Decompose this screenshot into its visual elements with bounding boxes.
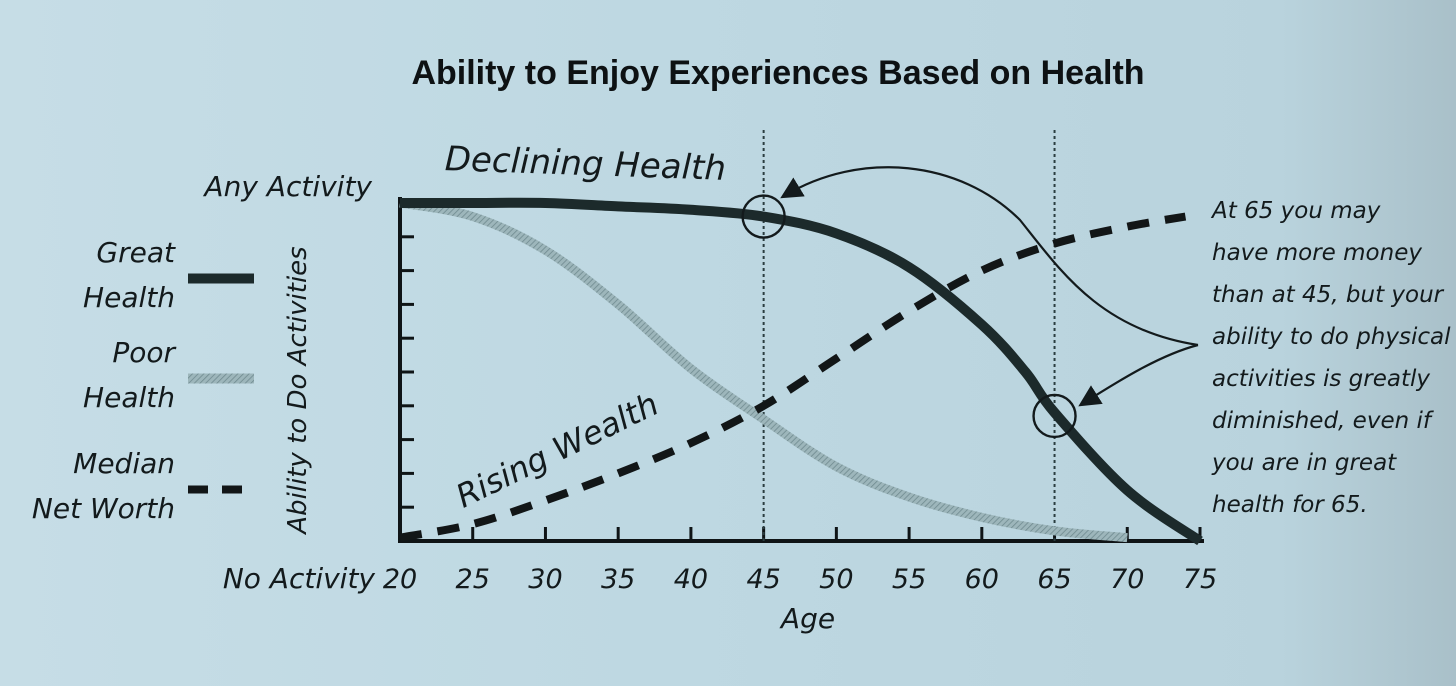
note-line-6: diminished, even if [1212, 408, 1434, 434]
legend-label-poor-2: Health [83, 381, 175, 414]
series-median-net-worth [399, 212, 1187, 542]
x-tick-label-75: 75 [1183, 564, 1217, 595]
x-tick-label-50: 50 [819, 564, 853, 595]
y-bottom-label: No Activity [223, 562, 376, 595]
x-tick-label-35: 35 [601, 564, 635, 595]
legend-label-poor-1: Poor [112, 336, 176, 369]
note-line-4: ability to do physical [1212, 324, 1451, 350]
note-line-5: activities is greatly [1212, 366, 1430, 392]
x-axis-title: Age [779, 602, 835, 635]
series-lines [399, 197, 1203, 546]
x-tick-label-55: 55 [892, 564, 926, 595]
arrow-to-45 [780, 166, 1199, 347]
note-line-3: than at 45, but your [1212, 282, 1445, 308]
x-tick-label-40: 40 [674, 564, 708, 595]
highlight-circle-45 [741, 194, 786, 239]
x-tick-label-20: 20 [383, 564, 417, 595]
axes [398, 197, 1204, 543]
note-line-7: you are in great [1211, 450, 1397, 476]
highlight-circle-65 [1032, 393, 1077, 439]
x-tick-label-25: 25 [456, 564, 490, 595]
note-line-8: health for 65. [1212, 492, 1368, 518]
x-tick-label-45: 45 [746, 564, 780, 595]
note-line-2: have more money [1212, 240, 1422, 266]
declining-health-label: Declining Health [444, 139, 726, 189]
x-tick-label-30: 30 [528, 564, 562, 595]
series-great-health [400, 197, 1203, 546]
legend-label-great-1: Great [96, 236, 176, 269]
arrow-to-65 [1078, 343, 1199, 407]
series-poor-health [399, 198, 1128, 543]
highlight-circles [741, 194, 1077, 439]
chart-title: Ability to Enjoy Experiences Based on He… [411, 54, 1144, 92]
annotation-note: At 65 you may have more money than at 45, … [1210, 198, 1451, 518]
legend-label-median-1: Median [73, 447, 175, 480]
reference-lines [762, 130, 1056, 541]
annotation-arrows [780, 166, 1199, 407]
legend: Great Health Poor Health Median Net Worth [32, 236, 254, 525]
legend-label-median-2: Net Worth [32, 492, 175, 525]
y-axis-title: Ability to Do Activities [283, 246, 313, 535]
y-top-label: Any Activity [202, 170, 372, 203]
x-tick-label-60: 60 [965, 564, 999, 595]
note-line-1: At 65 you may [1210, 198, 1381, 224]
x-tick-label-65: 65 [1037, 564, 1071, 595]
x-tick-label-70: 70 [1110, 564, 1144, 595]
legend-label-great-2: Health [83, 281, 175, 314]
x-tick-labels: 20 25 30 35 40 45 50 55 60 65 70 75 [383, 564, 1217, 595]
